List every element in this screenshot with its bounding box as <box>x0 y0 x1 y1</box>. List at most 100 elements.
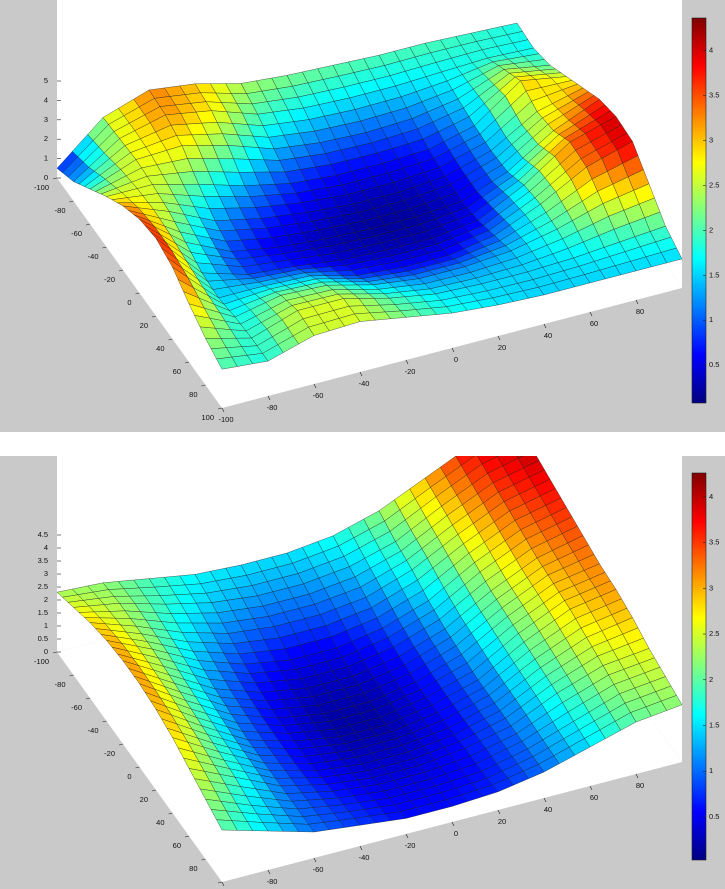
y-tick <box>69 200 74 203</box>
colorbar-tick-label: 2 <box>709 675 713 684</box>
colorbar-tick-label: 2 <box>709 225 713 234</box>
y-tick <box>168 338 173 341</box>
y-tick <box>69 674 74 677</box>
y-tick <box>201 384 206 387</box>
colorbar <box>691 17 707 404</box>
y-tick-label: -20 <box>104 749 115 758</box>
z-tick-label: 2 <box>44 134 48 143</box>
y-tick-label: 0 <box>127 772 131 781</box>
x-tick-label: -100 <box>218 415 233 424</box>
x-tick <box>405 359 409 365</box>
y-tick <box>102 246 107 249</box>
x-tick-label: -80 <box>267 877 278 886</box>
x-tick <box>267 869 271 875</box>
x-tick-label: -40 <box>359 853 370 862</box>
x-tick <box>451 347 455 353</box>
x-tick <box>221 881 225 887</box>
y-tick <box>85 223 91 226</box>
y-tick-label: 40 <box>156 818 164 827</box>
x-tick-label: 60 <box>590 793 598 802</box>
x-tick-label: 0 <box>454 355 458 364</box>
x-tick <box>635 299 639 305</box>
x-tick-label: 80 <box>636 781 644 790</box>
colorbar-tick-label: 1.5 <box>709 270 719 279</box>
y-tick-label: 40 <box>156 344 164 353</box>
y-tick <box>102 720 107 723</box>
z-tick-label: 3 <box>44 115 48 124</box>
y-tick <box>151 789 157 792</box>
colorbar-tick-label: 2.5 <box>709 629 719 638</box>
x-tick <box>635 773 639 779</box>
y-tick <box>217 881 223 884</box>
surface-patch <box>216 356 238 370</box>
y-tick <box>85 697 91 700</box>
surface-patch <box>216 819 238 831</box>
y-tick-label: 100 <box>201 887 214 889</box>
y-tick-label: 80 <box>189 864 197 873</box>
y-tick-label: -100 <box>34 657 49 666</box>
y-tick-label: -80 <box>55 206 66 215</box>
z-tick-label: 0 <box>44 647 48 656</box>
y-tick <box>217 407 223 410</box>
x-tick <box>589 311 593 317</box>
y-tick-label: 60 <box>173 841 181 850</box>
surface-patch <box>496 456 499 457</box>
x-tick-label: -20 <box>405 367 416 376</box>
surface-patch <box>516 456 524 459</box>
colorbar-tick-label: 3 <box>709 135 713 144</box>
z-tick-label: 3.5 <box>38 556 48 565</box>
z-tick-label: 4 <box>44 95 48 104</box>
x-tick-label: 40 <box>544 805 552 814</box>
y-tick-label: -20 <box>104 275 115 284</box>
colorbar-tick-label: 3.5 <box>709 90 719 99</box>
colorbar-tick-label: 1 <box>709 315 713 324</box>
z-tick-label: 0 <box>44 173 48 182</box>
y-tick <box>201 858 206 861</box>
y-tick-label: 80 <box>189 390 197 399</box>
chart: 0 1 2 3 4 5 -100 -80 -60 -40 -20 0 20 40 60 80 100 -100 -8… <box>34 0 683 424</box>
z-tick-label: 4.5 <box>38 530 48 539</box>
y-tick <box>151 315 157 318</box>
x-tick <box>497 809 501 815</box>
x-tick <box>589 785 593 791</box>
x-tick <box>313 857 317 863</box>
x-tick <box>359 845 363 851</box>
y-tick <box>135 766 140 769</box>
x-tick <box>405 833 409 839</box>
x-tick-label: 0 <box>454 829 458 838</box>
x-tick-label: 60 <box>590 319 598 328</box>
z-tick-label: 2 <box>44 595 48 604</box>
colorbar-tick-label: 3.5 <box>709 538 719 547</box>
x-tick-label: -40 <box>359 379 370 388</box>
y-tick <box>52 651 58 654</box>
y-tick <box>118 743 124 746</box>
x-tick <box>543 797 547 803</box>
y-tick-label: 20 <box>140 795 148 804</box>
y-tick-label: 100 <box>201 413 214 422</box>
colorbar <box>691 472 707 861</box>
colorbar-tick-label: 0.5 <box>709 812 719 821</box>
surface-patch <box>471 438 492 455</box>
y-tick-label: -80 <box>55 680 66 689</box>
x-tick-label: -60 <box>313 865 324 874</box>
colorbar-tick-label: 2.5 <box>709 180 719 189</box>
surface-patch <box>486 430 507 447</box>
z-tick-label: 1 <box>44 154 48 163</box>
colorbar-tick-label: 1 <box>709 766 713 775</box>
colorbar-tick-label: 0.5 <box>709 360 719 369</box>
x-tick-label: -60 <box>313 391 324 400</box>
y-tick <box>184 361 190 364</box>
y-tick-label: -40 <box>88 726 99 735</box>
z-tick-label: 4 <box>44 543 48 552</box>
x-tick-label: 20 <box>498 817 506 826</box>
x-tick <box>543 323 547 329</box>
x-tick <box>497 335 501 341</box>
y-tick-label: -60 <box>71 229 82 238</box>
x-tick-label: -80 <box>267 403 278 412</box>
y-tick <box>135 292 140 295</box>
colorbar-tick-label: 4 <box>709 45 713 54</box>
x-tick <box>267 395 271 401</box>
z-tick-label: 3 <box>44 569 48 578</box>
x-tick <box>359 371 363 377</box>
